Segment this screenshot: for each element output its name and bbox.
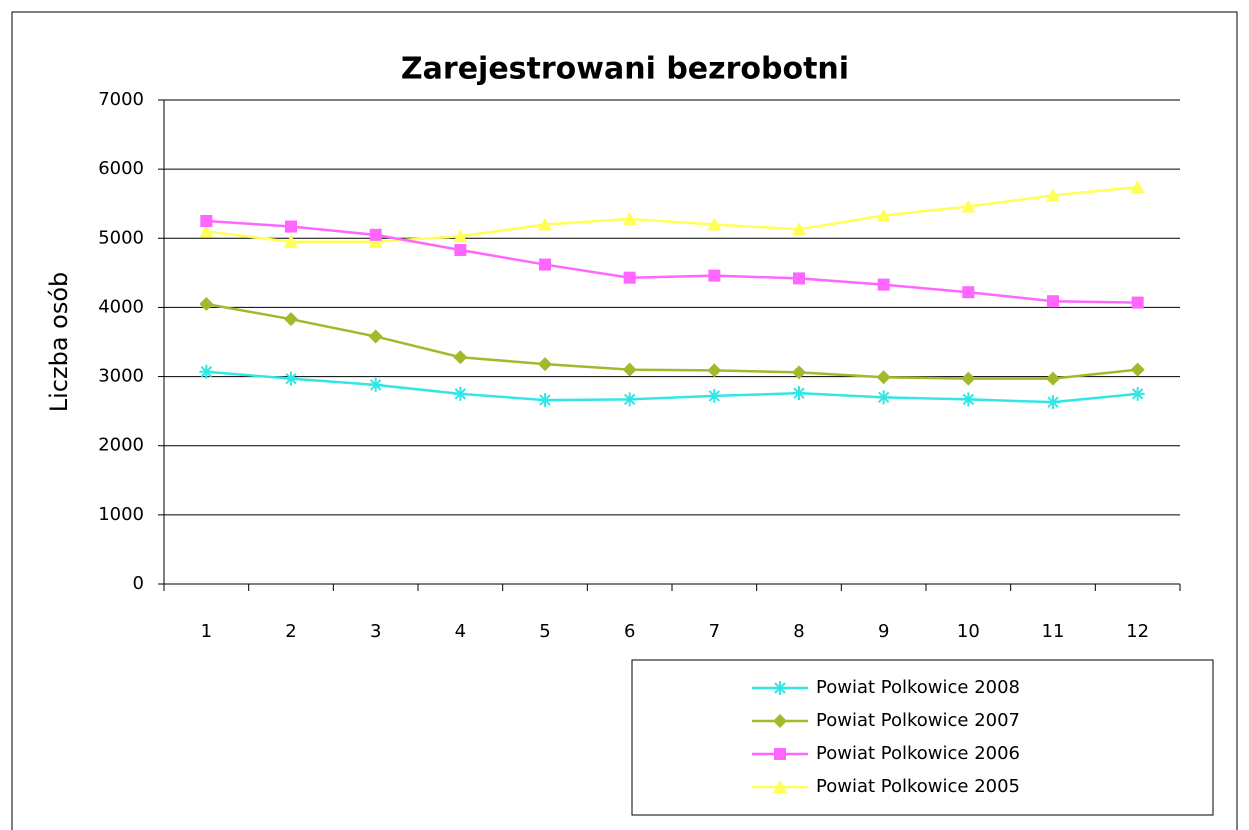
y-tick-label: 5000 [98,227,144,248]
series-line [206,185,1138,243]
data-point [454,244,467,257]
legend-marker [773,714,787,728]
x-tick-label: 12 [1126,621,1149,642]
data-point [199,296,214,311]
data-point [623,271,636,284]
data-point [792,365,806,380]
data-point [877,278,890,291]
data-point [622,211,637,225]
x-tick-label: 11 [1042,621,1065,642]
data-point [707,363,722,378]
data-point [1130,180,1145,194]
x-tick-label: 1 [201,621,212,642]
data-point [453,350,468,365]
y-tick-label: 0 [133,573,144,594]
data-point [961,199,976,213]
data-point [453,229,468,243]
x-tick-label: 10 [957,621,980,642]
x-tick-label: 3 [370,621,381,642]
data-point [1046,188,1060,202]
data-point [622,362,637,377]
data-point [199,224,214,238]
y-tick-label: 7000 [98,89,144,110]
data-point [538,393,552,408]
x-tick-label: 7 [709,621,720,642]
data-point [368,329,383,344]
x-tick-label: 2 [285,621,296,642]
data-point [708,269,721,282]
data-point [285,220,297,233]
x-tick-label: 4 [455,621,466,642]
data-point [368,377,383,392]
legend-marker [773,780,787,793]
series-line [206,302,1138,380]
chart-title: Zarejestrowani bezrobotni [401,52,849,87]
data-point [199,364,214,379]
data-point [707,388,722,403]
data-point [368,234,383,248]
data-point [369,228,382,241]
y-tick-label: 3000 [98,366,144,387]
legend-box [631,659,1214,816]
series-line [206,219,1138,304]
legend-marker [773,681,787,695]
x-tick-label: 8 [793,621,804,642]
y-tick-label: 4000 [98,296,144,317]
data-point [538,217,552,231]
data-point [200,215,213,227]
data-point [1130,386,1145,401]
data-point [792,222,806,236]
data-point [538,357,552,372]
legend-label: Powiat Polkowice 2008 [816,677,1020,698]
data-point [1046,371,1060,386]
x-tick-label: 6 [624,621,635,642]
data-point [707,217,722,231]
data-point [876,370,891,385]
x-tick-label: 5 [539,621,550,642]
data-point [876,208,891,222]
data-point [622,392,637,407]
data-point [1046,395,1060,410]
series-line [206,370,1138,404]
legend-marker [774,748,786,760]
data-point [284,234,298,248]
data-point [792,386,806,401]
data-point [1131,296,1144,309]
data-point [876,390,891,405]
data-point [539,258,551,271]
data-point [453,386,468,401]
legend-label: Powiat Polkowice 2006 [816,743,1020,764]
legend-label: Powiat Polkowice 2005 [816,776,1020,797]
data-point [961,392,976,407]
data-point [1130,362,1145,377]
data-point [961,371,976,386]
legend-label: Powiat Polkowice 2007 [816,710,1020,731]
x-tick-label: 9 [878,621,889,642]
data-point [284,312,298,327]
data-point [284,371,298,386]
y-tick-label: 1000 [98,504,144,525]
y-tick-label: 6000 [98,158,144,179]
y-axis-label: Liczba osób [45,272,73,413]
data-point [1047,295,1059,308]
y-tick-label: 2000 [98,435,144,456]
data-point [962,286,975,299]
data-point [793,272,805,285]
